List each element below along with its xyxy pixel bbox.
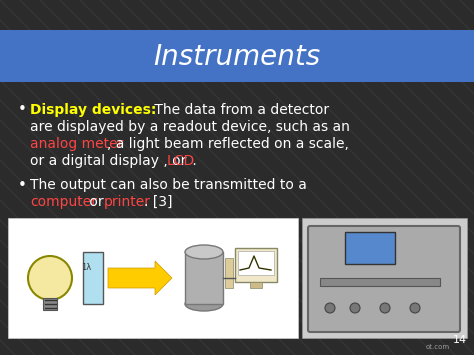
- Circle shape: [28, 256, 72, 300]
- Text: 14: 14: [453, 335, 467, 345]
- Circle shape: [325, 303, 335, 313]
- Polygon shape: [108, 261, 172, 295]
- Ellipse shape: [185, 245, 223, 259]
- Bar: [225, 258, 233, 288]
- Bar: [0, 30, 474, 82]
- Bar: [83, 252, 103, 304]
- Bar: [43, 298, 57, 310]
- Text: The data from a detector: The data from a detector: [150, 103, 329, 117]
- Text: or: or: [85, 195, 108, 209]
- Text: •: •: [18, 178, 27, 192]
- Circle shape: [380, 303, 390, 313]
- Text: LCD: LCD: [167, 154, 195, 168]
- Text: •: •: [18, 103, 27, 118]
- Text: . [3]: . [3]: [144, 195, 173, 209]
- FancyArrowPatch shape: [111, 271, 161, 285]
- FancyBboxPatch shape: [308, 226, 460, 332]
- Text: are displayed by a readout device, such as an: are displayed by a readout device, such …: [30, 120, 350, 134]
- Text: analog meter: analog meter: [30, 137, 123, 151]
- Text: computer: computer: [30, 195, 97, 209]
- Text: printer: printer: [104, 195, 151, 209]
- Text: ot.com: ot.com: [426, 344, 450, 350]
- Ellipse shape: [185, 297, 223, 311]
- Circle shape: [350, 303, 360, 313]
- Text: The output can also be transmitted to a: The output can also be transmitted to a: [30, 178, 307, 192]
- Bar: [8, 218, 298, 338]
- Bar: [235, 248, 277, 282]
- Text: 1λ: 1λ: [81, 263, 91, 273]
- Text: Display devices:: Display devices:: [30, 103, 156, 117]
- Text: .: .: [188, 154, 197, 168]
- Bar: [302, 218, 467, 338]
- Bar: [345, 232, 395, 264]
- Bar: [250, 282, 262, 288]
- Bar: [185, 252, 223, 304]
- Text: Instruments: Instruments: [154, 43, 320, 71]
- Text: or a digital display , or: or a digital display , or: [30, 154, 191, 168]
- Bar: [320, 278, 440, 286]
- Circle shape: [410, 303, 420, 313]
- Text: , a light beam reflected on a scale,: , a light beam reflected on a scale,: [107, 137, 349, 151]
- Bar: [238, 251, 274, 275]
